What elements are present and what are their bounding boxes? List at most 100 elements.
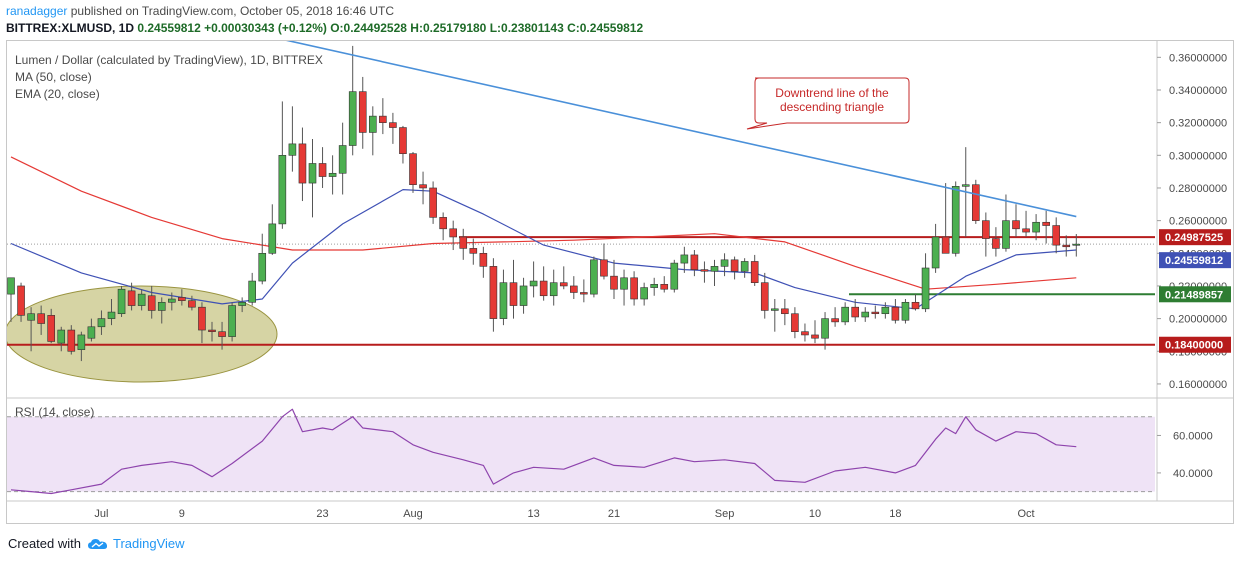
candle-down [47, 308, 56, 344]
publish-info: ranadagger published on TradingView.com,… [6, 4, 394, 18]
candle-body [489, 266, 498, 319]
candle-up [238, 297, 246, 313]
price-tag-bg [1159, 286, 1231, 303]
rsi-line [10, 408, 1077, 495]
candle-body [509, 282, 518, 306]
candle-up [27, 307, 35, 352]
candle-body [57, 329, 66, 344]
candle-body [188, 300, 196, 308]
candle-body [740, 261, 749, 272]
legend-ma: MA (50, close) [15, 70, 92, 84]
candle-body [640, 287, 648, 300]
candle-down [569, 276, 578, 300]
candle-down [600, 243, 608, 280]
candle-body [590, 259, 598, 295]
candle-body [690, 254, 699, 270]
price-chart[interactable]: 0.36000000 0.34000000 0.32000000 0.30000000… [7, 41, 1233, 523]
candle-body [127, 290, 136, 306]
candle-down [489, 258, 498, 332]
candle-down [539, 266, 548, 301]
candle-up [278, 101, 287, 229]
candle-down [1012, 204, 1020, 237]
candle-body [328, 172, 337, 177]
candle-up [821, 312, 829, 350]
rsi-y-tick-label: 40.0000 [1173, 468, 1213, 480]
price-tag: 0.24987525 [1159, 229, 1231, 246]
candle-down [630, 271, 638, 306]
candle-down [188, 295, 196, 311]
price-tag-bg [1159, 229, 1231, 246]
candle-down [992, 227, 1000, 257]
candle-down [911, 294, 920, 311]
candle-body [318, 163, 327, 177]
price-tag-bg [1159, 336, 1231, 353]
candle-body [559, 282, 568, 287]
candle-body [831, 318, 839, 323]
accumulation-zone-ellipse [7, 285, 278, 383]
candle-body [549, 282, 558, 297]
candle-up [338, 122, 347, 195]
annotation-callout[interactable]: Downtrend line of the descending triangl… [746, 77, 910, 130]
y-tick-label: 0.20000000 [1169, 314, 1227, 326]
candle-body [67, 329, 76, 352]
ma50-line [10, 156, 1077, 290]
price-tag: 0.21489857 [1159, 286, 1231, 303]
candle-down [831, 307, 839, 327]
candle-up [87, 318, 96, 342]
candle-up [288, 106, 297, 172]
candle-up [57, 326, 66, 352]
candle-body [700, 269, 709, 272]
candle-body [469, 248, 478, 254]
accumulation-ellipse-layer [7, 285, 278, 383]
candle-down [750, 254, 759, 286]
candle-body [288, 143, 297, 156]
candle-down [1062, 235, 1071, 257]
candle-body [720, 259, 729, 267]
candle-down [429, 181, 437, 224]
candle-body [429, 187, 437, 218]
y-tick-label: 0.16000000 [1169, 379, 1227, 391]
candle-up [640, 282, 648, 306]
candle-body [861, 311, 870, 318]
candle-body [630, 277, 638, 300]
candle-body [851, 306, 860, 318]
candle-body [178, 297, 186, 301]
candle-down [127, 282, 136, 311]
price-tag-label: 0.18400000 [1165, 340, 1223, 352]
candle-up [77, 331, 86, 362]
candle-body [791, 313, 799, 332]
tradingview-link[interactable]: TradingView [87, 536, 185, 551]
candle-down [660, 276, 669, 293]
candle-body [1032, 221, 1040, 233]
rsi-layer [10, 408, 1077, 495]
candle-up [97, 310, 106, 335]
candle-down [147, 285, 156, 319]
candle-body [1042, 221, 1050, 226]
candle-down [690, 250, 699, 277]
candle-body [821, 318, 829, 339]
candle-body [1002, 220, 1010, 249]
candle-body [358, 91, 367, 133]
author-link[interactable]: ranadagger [6, 4, 68, 18]
candle-body [931, 236, 940, 269]
candle-body [650, 284, 659, 288]
candle-body [268, 223, 277, 254]
candle-body [620, 277, 628, 290]
candle-body [1052, 225, 1060, 246]
price-tag-bg [1159, 252, 1231, 269]
y-tick-label: 0.32000000 [1169, 118, 1227, 130]
candle-body [379, 115, 387, 123]
candle-body [610, 275, 618, 290]
candle-up [1072, 234, 1081, 257]
candle-body [569, 285, 578, 293]
candle-body [137, 293, 146, 306]
candle-body [278, 155, 287, 225]
candle-down [781, 299, 789, 326]
candle-body [389, 122, 397, 128]
close-value: C:0.24559812 [567, 21, 644, 35]
candle-down [610, 259, 618, 300]
candle-body [891, 306, 900, 321]
candle-down [178, 289, 186, 306]
chart-frame[interactable]: 0.36000000 0.34000000 0.32000000 0.30000000… [6, 40, 1234, 524]
candle-down [580, 279, 588, 303]
